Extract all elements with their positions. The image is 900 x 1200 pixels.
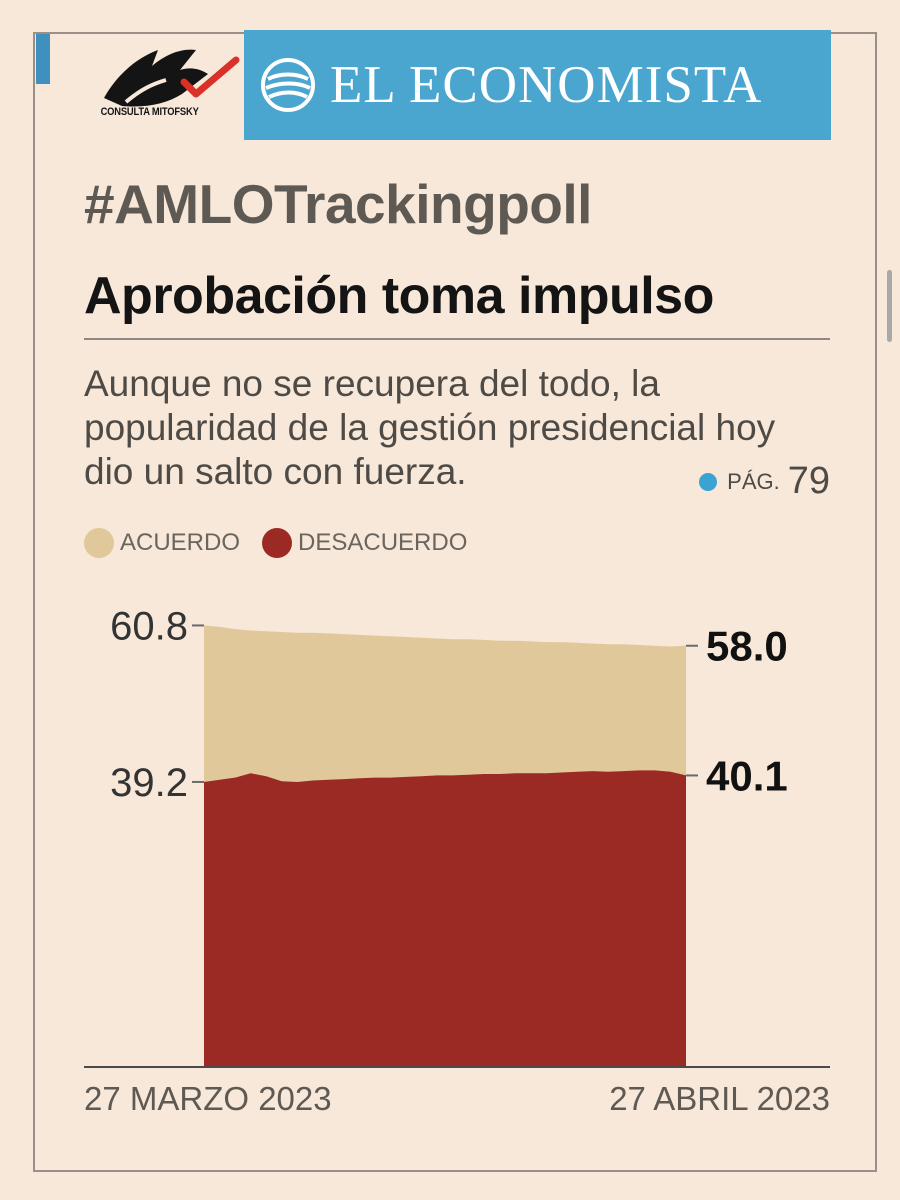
start-label-acuerdo: 60.8	[110, 604, 188, 648]
corner-accent-bar	[36, 34, 50, 84]
end-label-desacuerdo: 40.1	[706, 752, 788, 799]
blue-dot-icon	[699, 472, 718, 491]
newspaper-name: EL ECONOMISTA	[330, 56, 763, 114]
divider	[84, 338, 830, 340]
legend-item-desacuerdo: DESACUERDO	[262, 528, 467, 558]
consulta-mitofsky-logo-icon	[104, 49, 240, 107]
x-axis-start-label: 27 MARZO 2023	[84, 1080, 332, 1117]
hashtag-title: #AMLOTrackingpoll	[84, 173, 592, 235]
chart-legend: ACUERDO DESACUERDO	[84, 528, 489, 558]
end-label-acuerdo: 58.0	[706, 623, 788, 670]
globe-logo-icon	[261, 58, 315, 112]
x-axis-end-label: 27 ABRIL 2023	[609, 1080, 830, 1117]
start-label-desacuerdo: 39.2	[110, 761, 188, 805]
dek-text: Aunque no se recupera del todo, la popul…	[84, 363, 776, 492]
legend-label-acuerdo: ACUERDO	[120, 529, 241, 556]
legend-swatch-acuerdo	[84, 528, 114, 558]
legend-label-desacuerdo: DESACUERDO	[298, 529, 468, 556]
legend-item-acuerdo: ACUERDO	[84, 528, 240, 558]
area-desacuerdo	[204, 770, 686, 1066]
page-ref-number: 79	[787, 460, 830, 502]
legend-swatch-desacuerdo	[262, 528, 293, 558]
consulta-mitofsky-caption: CONSULTA MITOFSKY	[100, 106, 199, 118]
scrollbar-thumb[interactable]	[887, 270, 892, 342]
page-ref-label: PÁG.	[727, 468, 780, 494]
headline: Aprobación toma impulso	[84, 267, 714, 325]
page-reference: PÁG. 79	[699, 460, 830, 503]
el-economista-masthead: EL ECONOMISTA	[244, 30, 831, 140]
